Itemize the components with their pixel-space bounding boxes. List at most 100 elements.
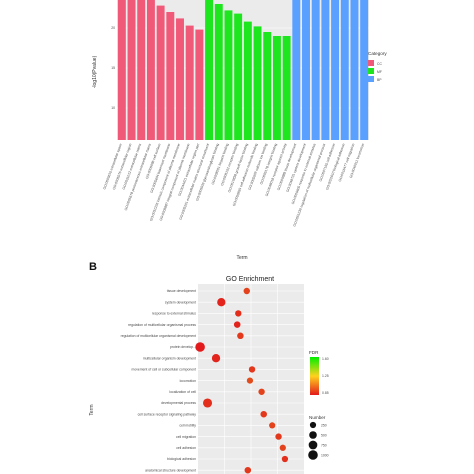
bar [282, 36, 291, 140]
bar-y-tick-label: 15 [111, 66, 115, 70]
dot-gridlines [198, 284, 304, 474]
fdr-tick-label: 1.25 [322, 374, 329, 378]
fdr-tick-label: 0.85 [322, 391, 329, 395]
bar-x-ticks: GO:0005615 extracellular spaceGO:0005576… [102, 143, 365, 228]
bar [350, 0, 359, 140]
dot-term-label: anatomical structure development [145, 468, 196, 472]
dot-term-label: cell surface receptor signaling pathway [138, 412, 197, 416]
bar [117, 0, 126, 140]
bar [340, 0, 349, 140]
bar [176, 18, 184, 140]
fdr-ticks: 1.60 1.25 0.85 [322, 357, 329, 395]
dot-term-label: multicellular organism development [143, 356, 196, 360]
dot-term-label: regulation of multicellular organismal d… [121, 334, 196, 338]
dots [195, 287, 289, 474]
dot-term-label: cell adhesion [176, 446, 196, 450]
dot [281, 455, 289, 463]
bar [331, 0, 340, 140]
dot-term-label: biological adhesion [167, 457, 196, 461]
size-legend-dot [309, 431, 317, 439]
size-legend-label: 1000 [321, 453, 329, 457]
bar [234, 13, 243, 141]
bars [117, 0, 369, 141]
dot-term-label: localization of cell [169, 390, 196, 394]
dot [269, 422, 276, 429]
fdr-tick-label: 1.60 [322, 357, 329, 361]
dot [248, 366, 256, 373]
bar [243, 21, 252, 141]
dot-term-labels: tissue development system development resp… [121, 289, 197, 472]
dot-term-label: locomotion [180, 379, 197, 383]
bar [321, 0, 330, 140]
legend-label: MF [377, 70, 382, 74]
dot [260, 410, 267, 418]
dot [237, 332, 244, 340]
legend-items: CC MF BP [368, 60, 382, 82]
dot-term-label: tissue development [167, 289, 196, 293]
dot-term-label: regulation of multicellular organismal p… [128, 323, 196, 327]
bar-y-ticks: 10 15 20 [111, 26, 115, 110]
size-legend-dot [308, 440, 318, 450]
dot [279, 444, 286, 451]
legend-label: CC [377, 62, 382, 66]
bar [360, 0, 369, 140]
fdr-colorbar [310, 357, 319, 395]
dot-term-label: movement of cell or subcellular componen… [132, 368, 197, 372]
bar [166, 12, 175, 140]
bar [224, 10, 233, 141]
category-legend: Category CC MF BP [368, 51, 387, 82]
legend-swatch [368, 60, 374, 66]
size-legend-dot [308, 450, 318, 460]
fdr-legend-title: FDR [309, 350, 319, 355]
bar [311, 0, 320, 140]
dot-term-label: response to external stimulus [152, 312, 196, 316]
dot [246, 377, 254, 384]
panel-b-label: B [89, 261, 97, 273]
bar [146, 0, 155, 140]
dot [275, 433, 282, 440]
size-legend-dot [309, 421, 317, 429]
fdr-legend: FDR 1.60 1.25 0.85 [309, 350, 329, 395]
bar [127, 0, 136, 140]
size-legend-label: 500 [321, 433, 327, 437]
dot [203, 398, 213, 408]
bar-y-tick-label: 20 [111, 26, 115, 30]
bar [292, 0, 301, 140]
dot-chart-panel: GO Enrichment tissue development system d… [89, 276, 329, 474]
size-legend-label: 250 [321, 423, 327, 427]
bar [214, 4, 223, 140]
dot-chart-title: GO Enrichment [226, 276, 274, 283]
number-legend-title: Number [309, 415, 326, 420]
dot-term-label: system development [165, 300, 196, 304]
bar-y-tick-label: 10 [111, 106, 115, 110]
dot [244, 466, 252, 474]
dot-y-axis-title: Term [89, 404, 95, 415]
dot [233, 321, 241, 328]
size-legend-items: 250 500 750 1000 [308, 421, 329, 460]
dot-term-label: protein develop... [170, 345, 196, 349]
dot [258, 388, 265, 395]
dot-term-label: cell motility [179, 424, 196, 428]
dot [243, 287, 250, 295]
dot [195, 342, 205, 352]
bar-chart-panel: 10 15 20 GO:0005615 extracellular spaceGO:… [92, 0, 387, 261]
legend-swatch [368, 68, 374, 74]
dot-term-label: cell migration [176, 435, 196, 439]
bar [156, 5, 165, 140]
dot [217, 298, 226, 307]
legend-title: Category [368, 51, 387, 56]
bar [263, 32, 272, 140]
dot [211, 354, 221, 363]
bar [195, 29, 204, 141]
legend-swatch [368, 76, 374, 82]
bar [185, 25, 194, 141]
bar [137, 0, 146, 140]
number-legend: Number 250 500 750 1000 [308, 415, 329, 460]
size-legend-label: 750 [321, 443, 327, 447]
bar [253, 26, 262, 140]
bar [272, 36, 281, 140]
bar [302, 0, 310, 140]
bar-x-axis-title: Term [236, 255, 247, 261]
bar [205, 0, 214, 140]
